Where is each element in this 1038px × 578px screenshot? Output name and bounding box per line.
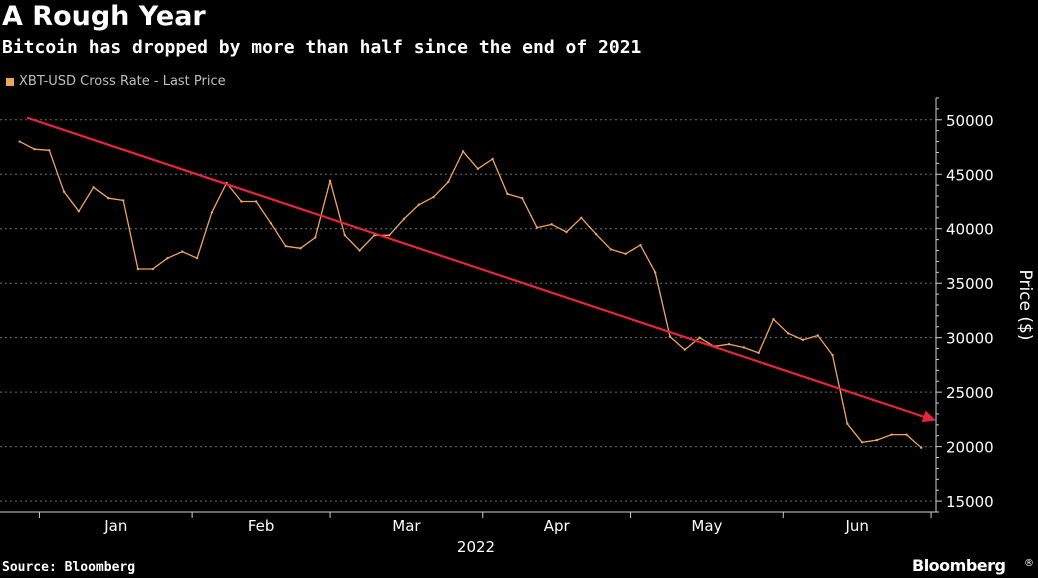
price-point	[62, 190, 66, 193]
price-point	[284, 244, 287, 248]
y-tick-label: 45000	[946, 166, 994, 184]
chart-title: A Rough Year	[2, 1, 206, 32]
price-point	[343, 234, 347, 237]
price-point	[254, 200, 258, 203]
legend: XBT-USD Cross Rate - Last Price	[6, 74, 226, 89]
price-series	[18, 140, 923, 449]
price-point	[432, 195, 435, 199]
price-point	[402, 217, 406, 221]
price-point	[846, 422, 849, 425]
price-point	[624, 252, 627, 255]
y-tick-label: 40000	[946, 221, 994, 239]
price-point	[639, 243, 642, 247]
price-point	[77, 210, 81, 213]
price-point	[33, 148, 36, 151]
price-point	[92, 186, 95, 189]
price-point	[594, 232, 598, 236]
price-point	[358, 249, 361, 252]
price-point	[210, 211, 214, 214]
x-tick-label: Jan	[103, 517, 127, 535]
price-point	[816, 334, 819, 337]
price-point	[890, 433, 893, 436]
x-tick-label: May	[691, 517, 722, 535]
grid-lines	[0, 119, 936, 502]
price-point	[195, 256, 199, 260]
price-point	[328, 179, 332, 182]
y-tick-label: 20000	[946, 439, 994, 457]
price-point	[920, 446, 923, 449]
price-point	[580, 216, 583, 220]
price-point	[461, 150, 465, 153]
price-point	[387, 234, 391, 237]
price-point	[107, 197, 110, 200]
bloomberg-logo: Bloomberg	[912, 556, 1006, 575]
price-point	[609, 248, 613, 251]
x-tick-label: Mar	[392, 517, 421, 535]
price-point	[742, 346, 746, 349]
price-point	[506, 192, 509, 196]
price-point	[668, 335, 672, 338]
price-point	[654, 271, 657, 274]
price-point	[801, 338, 805, 342]
price-point	[151, 267, 154, 271]
price-line	[19, 141, 922, 449]
price-point	[698, 336, 701, 339]
price-point	[299, 247, 302, 250]
price-point	[491, 157, 494, 161]
trend-annotation	[26, 116, 936, 423]
price-point	[240, 200, 243, 203]
x-axis-year-label: 2022	[457, 538, 495, 556]
price-point	[787, 332, 790, 335]
price-point	[121, 199, 125, 202]
y-tick-label: 50000	[946, 112, 994, 130]
y-tick-label: 25000	[946, 384, 994, 402]
price-point	[757, 351, 760, 355]
legend-swatch	[6, 77, 14, 86]
price-point	[772, 317, 775, 321]
price-point	[550, 223, 553, 226]
price-point	[905, 433, 908, 436]
price-point	[875, 438, 879, 442]
x-tick-label: Feb	[248, 517, 275, 535]
y-tick-label: 35000	[946, 275, 994, 293]
price-point	[520, 197, 524, 200]
price-point	[48, 149, 51, 152]
price-point	[683, 348, 686, 351]
x-tick-label: Apr	[544, 517, 571, 535]
price-point	[417, 203, 420, 206]
y-tick-label: 30000	[946, 330, 994, 348]
chart-subtitle: Bitcoin has dropped by more than half si…	[2, 37, 642, 58]
axes: 15000 20000 25000 30000 35000 40000 45000 50000…	[0, 97, 1035, 556]
price-point	[18, 140, 21, 143]
registered-mark: ®	[1024, 558, 1034, 569]
price-point	[166, 256, 169, 260]
source-note: Source: Bloomberg	[2, 560, 136, 575]
price-point	[535, 226, 539, 229]
price-point	[565, 230, 568, 234]
price-point	[476, 167, 480, 171]
price-point	[314, 236, 317, 239]
price-point	[447, 180, 450, 184]
trend-arrow-head	[921, 410, 936, 423]
price-point	[136, 267, 140, 271]
y-axis-label: Price ($)	[1015, 270, 1035, 341]
y-tick-label: 15000	[946, 493, 994, 511]
price-point	[727, 343, 731, 346]
x-tick-label: Jun	[844, 517, 868, 535]
price-point	[860, 441, 864, 444]
legend-label: XBT-USD Cross Rate - Last Price	[19, 74, 226, 89]
price-point	[831, 353, 834, 357]
price-point	[181, 250, 184, 253]
trend-arrow-line	[26, 116, 933, 421]
price-point	[269, 222, 273, 225]
